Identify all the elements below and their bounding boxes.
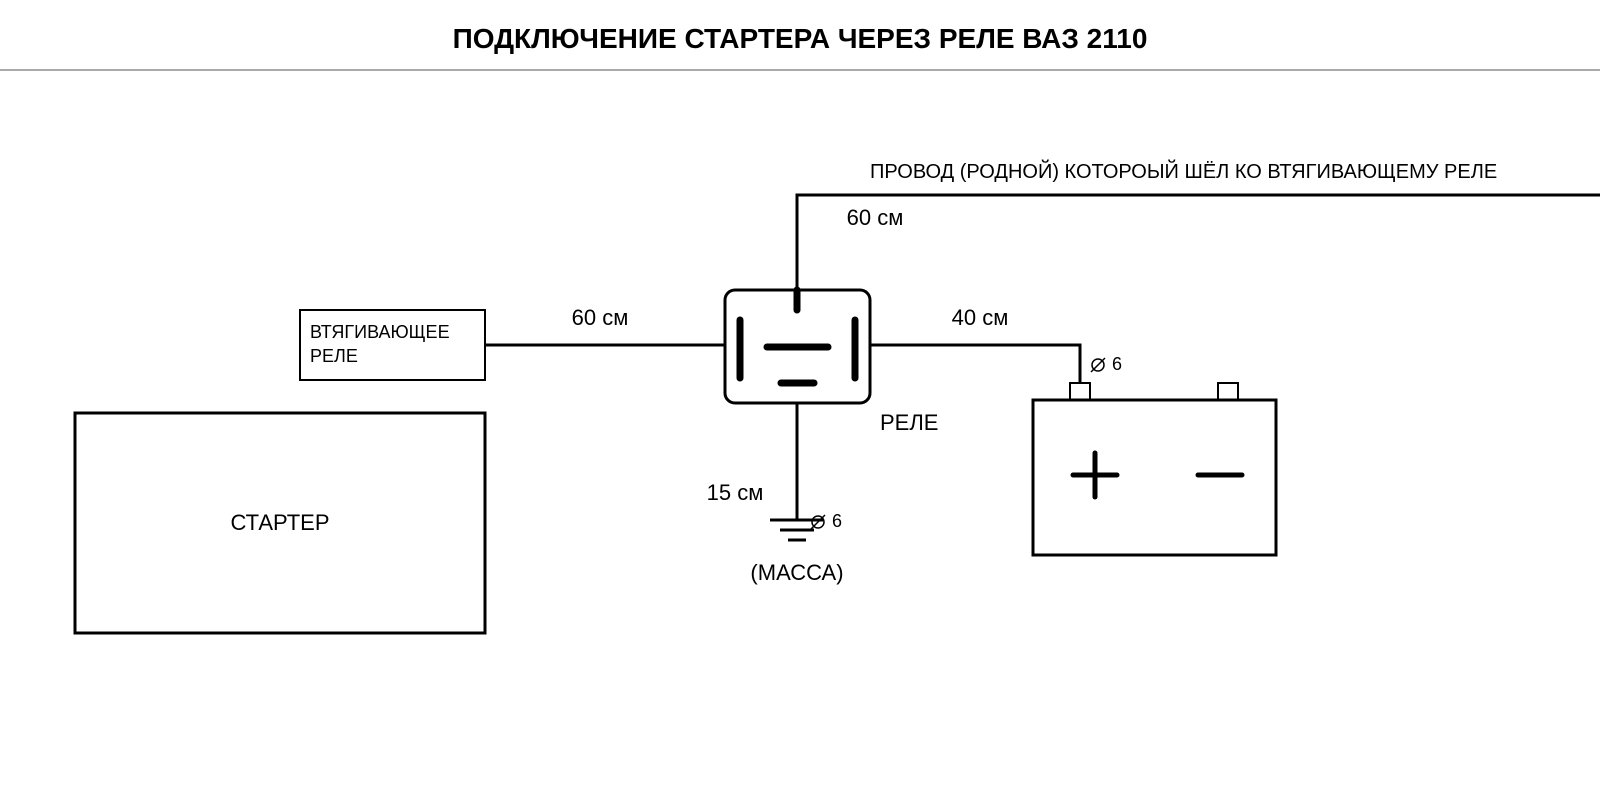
solenoid-label: ВТЯГИВАЮЩЕЕ [310, 322, 450, 342]
battery-terminal [1070, 383, 1090, 400]
wire-relay-top-label: 60 см [847, 205, 904, 230]
relay-label: РЕЛЕ [880, 410, 938, 435]
diameter-battery-value: 6 [1112, 354, 1122, 374]
diameter-ground-value: 6 [832, 511, 842, 531]
wiring-diagram: ПОДКЛЮЧЕНИЕ СТАРТЕРА ЧЕРЕЗ РЕЛЕ ВАЗ 2110… [0, 0, 1600, 800]
wire-relay-battery [870, 345, 1080, 383]
starter-label: СТАРТЕР [230, 510, 329, 535]
diameter-ground-icon [811, 515, 825, 529]
wire-relay-top [797, 195, 1600, 290]
battery-terminal [1218, 383, 1238, 400]
ground-label: (МАССА) [750, 560, 843, 585]
top-wire-annotation: ПРОВОД (РОДНОЙ) КОТОРОЫЙ ШЁЛ КО ВТЯГИВАЮ… [870, 159, 1497, 183]
wire-relay-ground-label: 15 см [707, 480, 764, 505]
solenoid-label: РЕЛЕ [310, 346, 358, 366]
diameter-battery-icon [1091, 358, 1105, 372]
wire-relay-battery-label: 40 см [952, 305, 1009, 330]
component-box [300, 310, 485, 380]
wire-solenoid-relay-label: 60 см [572, 305, 629, 330]
diagram-title: ПОДКЛЮЧЕНИЕ СТАРТЕРА ЧЕРЕЗ РЕЛЕ ВАЗ 2110 [453, 23, 1148, 54]
